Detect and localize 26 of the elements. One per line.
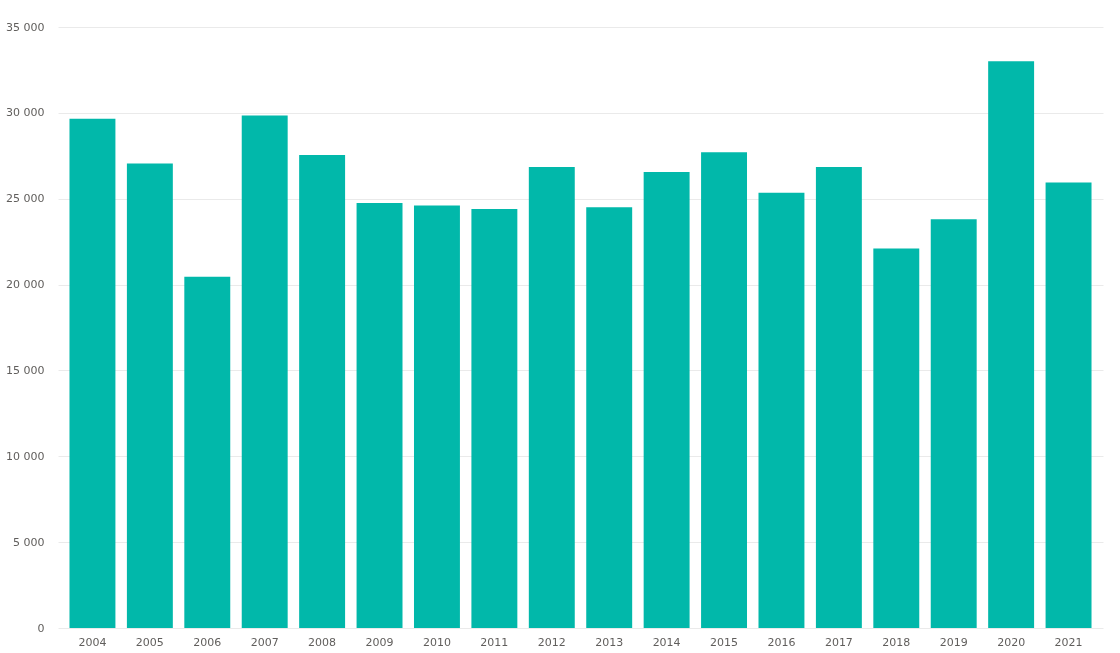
x-tick-label: 2006 xyxy=(193,635,222,649)
x-tick-label: 2008 xyxy=(308,635,337,649)
x-tick-label: 2005 xyxy=(135,635,164,649)
y-tick-label: 10 000 xyxy=(6,449,45,463)
y-tick-label: 30 000 xyxy=(6,106,45,120)
x-tick-label: 2015 xyxy=(710,635,739,649)
x-tick-label: 2021 xyxy=(1054,635,1083,649)
y-tick-label: 25 000 xyxy=(6,192,45,206)
y-tick-label: 20 000 xyxy=(6,278,45,292)
y-tick-label: 35 000 xyxy=(6,20,45,34)
x-tick-label: 2007 xyxy=(250,635,279,649)
x-tick-label: 2017 xyxy=(824,635,853,649)
x-tick-label: 2012 xyxy=(537,635,566,649)
y-tick-label: 0 xyxy=(37,621,45,635)
x-tick-label: 2019 xyxy=(939,635,968,649)
y-tick-label: 5 000 xyxy=(13,535,45,549)
x-tick-label: 2013 xyxy=(595,635,624,649)
x-tick-label: 2014 xyxy=(652,635,681,649)
x-tick-label: 2004 xyxy=(78,635,107,649)
x-tick-label: 2016 xyxy=(767,635,796,649)
x-tick-label: 2020 xyxy=(997,635,1026,649)
y-tick-label: 15 000 xyxy=(6,363,45,377)
x-tick-label: 2010 xyxy=(422,635,451,649)
x-tick-label: 2011 xyxy=(480,635,509,649)
x-tick-label: 2018 xyxy=(882,635,911,649)
x-tick-label: 2009 xyxy=(365,635,394,649)
